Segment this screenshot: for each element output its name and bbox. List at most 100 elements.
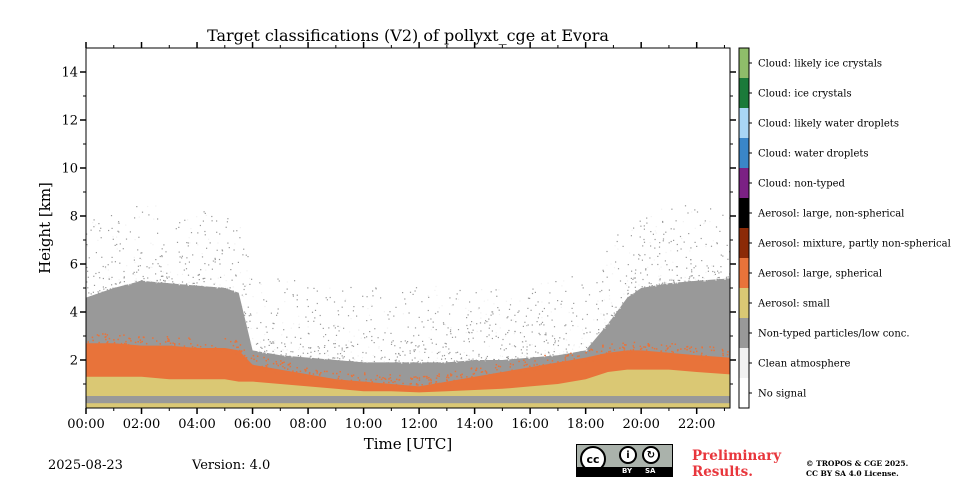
- speckle-pixel: [252, 366, 254, 368]
- speckle-pixel: [389, 377, 392, 379]
- speckle-pixel: [123, 281, 125, 283]
- speckle-pixel: [97, 347, 99, 349]
- speckle-pixel: [221, 249, 223, 251]
- speckle-pixel: [143, 281, 145, 283]
- speckle-pixel: [428, 383, 431, 385]
- speckle-pixel: [390, 379, 392, 382]
- speckle-pixel: [100, 227, 102, 229]
- speckle-pixel: [715, 226, 718, 228]
- speckle-pixel: [467, 359, 469, 361]
- speckle-pixel: [133, 256, 135, 258]
- legend-swatch: [739, 78, 749, 108]
- speckle-pixel: [526, 343, 528, 345]
- speckle-pixel: [493, 359, 495, 361]
- speckle-pixel: [259, 367, 261, 369]
- speckle-pixel: [264, 333, 266, 336]
- speckle-pixel: [395, 306, 397, 308]
- speckle-pixel: [225, 226, 227, 228]
- speckle-pixel: [392, 381, 394, 384]
- speckle-pixel: [454, 370, 457, 373]
- speckle-pixel: [478, 355, 480, 357]
- speckle-pixel: [111, 227, 113, 229]
- speckle-pixel: [586, 313, 588, 316]
- speckle-pixel: [197, 232, 199, 234]
- speckle-pixel: [282, 372, 284, 374]
- speckle-pixel: [119, 347, 121, 349]
- x-tick-label: 10:00: [345, 417, 382, 432]
- speckle-pixel: [490, 291, 492, 293]
- speckle-pixel: [526, 352, 528, 354]
- speckle-pixel: [178, 284, 180, 286]
- speckle-pixel: [678, 356, 681, 358]
- speckle-pixel: [703, 280, 705, 282]
- speckle-pixel: [343, 350, 345, 352]
- speckle-pixel: [160, 266, 162, 268]
- speckle-pixel: [600, 350, 603, 352]
- speckle-pixel: [469, 324, 472, 326]
- speckle-pixel: [465, 381, 467, 384]
- speckle-pixel: [102, 333, 104, 335]
- speckle-pixel: [221, 253, 223, 255]
- speckle-pixel: [92, 295, 94, 297]
- speckle-pixel: [718, 360, 720, 362]
- speckle-pixel: [95, 294, 97, 296]
- speckle-pixel: [308, 347, 310, 349]
- speckle-pixel: [639, 345, 642, 348]
- speckle-pixel: [602, 345, 604, 347]
- speckle-pixel: [438, 307, 440, 309]
- speckle-pixel: [581, 284, 583, 286]
- speckle-pixel: [597, 300, 599, 302]
- speckle-pixel: [164, 282, 166, 284]
- speckle-pixel: [529, 357, 531, 359]
- speckle-pixel: [649, 257, 651, 259]
- speckle-pixel: [610, 314, 613, 316]
- speckle-pixel: [450, 374, 453, 376]
- speckle-pixel: [641, 286, 643, 288]
- speckle-pixel: [461, 358, 463, 360]
- speckle-pixel: [232, 344, 235, 347]
- speckle-pixel: [407, 326, 409, 328]
- speckle-pixel: [612, 315, 614, 317]
- speckle-pixel: [441, 358, 443, 360]
- speckle-pixel: [195, 285, 197, 287]
- speckle-pixel: [243, 349, 245, 351]
- speckle-pixel: [725, 357, 728, 360]
- speckle-pixel: [698, 280, 700, 282]
- speckle-pixel: [160, 275, 163, 277]
- speckle-pixel: [472, 373, 475, 375]
- speckle-pixel: [706, 358, 709, 361]
- speckle-pixel: [277, 308, 279, 310]
- speckle-pixel: [92, 339, 94, 342]
- speckle-pixel: [606, 250, 608, 253]
- cc-badge-strip: [577, 467, 672, 476]
- speckle-pixel: [372, 361, 374, 363]
- speckle-pixel: [103, 291, 105, 293]
- speckle-pixel: [582, 329, 584, 331]
- speckle-pixel: [449, 331, 452, 333]
- preliminary-line-1: Preliminary: [692, 448, 782, 464]
- speckle-pixel: [603, 299, 605, 301]
- speckle-pixel: [108, 343, 110, 345]
- speckle-pixel: [172, 342, 174, 344]
- preliminary-line-2: Results.: [692, 464, 753, 480]
- speckle-pixel: [351, 361, 353, 363]
- speckle-pixel: [432, 326, 434, 328]
- speckle-pixel: [102, 277, 104, 280]
- speckle-pixel: [269, 369, 271, 371]
- speckle-pixel: [347, 346, 349, 349]
- speckle-pixel: [334, 324, 336, 326]
- speckle-pixel: [396, 362, 398, 364]
- speckle-pixel: [362, 295, 364, 297]
- speckle-pixel: [435, 285, 437, 288]
- speckle-pixel: [137, 265, 139, 267]
- speckle-pixel: [350, 286, 352, 289]
- speckle-pixel: [300, 355, 302, 357]
- speckle-pixel: [691, 269, 693, 271]
- speckle-pixel: [387, 362, 389, 364]
- speckle-pixel: [108, 337, 111, 340]
- speckle-pixel: [137, 249, 139, 251]
- speckle-pixel: [205, 214, 207, 216]
- speckle-pixel: [140, 280, 142, 282]
- speckle-pixel: [485, 320, 487, 322]
- speckle-pixel: [285, 353, 287, 355]
